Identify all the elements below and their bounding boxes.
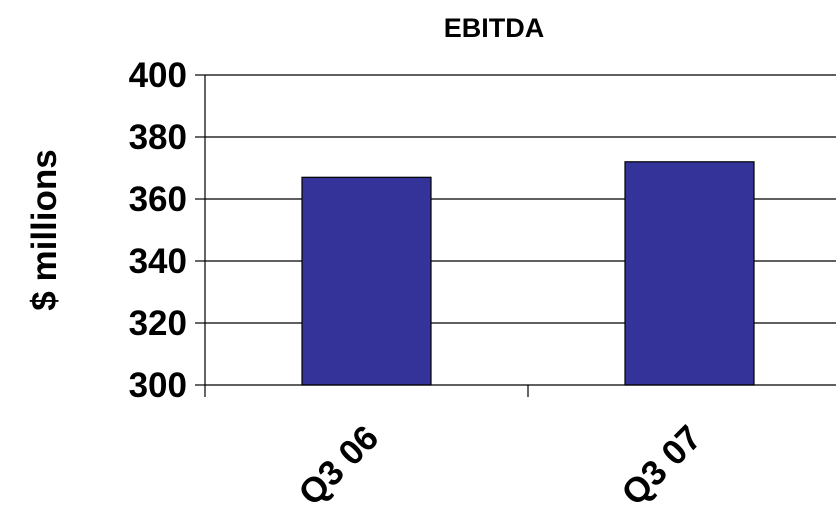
bar-q3-06 — [301, 176, 432, 386]
y-tick-label: 360 — [129, 180, 187, 219]
y-tick-label: 320 — [129, 304, 187, 343]
bar-q3-07 — [624, 161, 755, 386]
y-tick-label: 300 — [129, 366, 187, 405]
x-tick-labels: Q3 06 Q3 07 — [291, 418, 709, 513]
y-tick-label: 380 — [129, 118, 187, 157]
y-axis-label: $ millions — [25, 149, 64, 310]
y-tick-labels: 300 320 340 360 380 400 — [129, 56, 187, 405]
y-tick-label: 340 — [129, 242, 187, 281]
axes — [195, 74, 836, 397]
chart-title: EBITDA — [444, 13, 545, 43]
y-tick-label: 400 — [129, 56, 187, 95]
x-tick-label: Q3 06 — [291, 418, 386, 513]
bars — [301, 161, 755, 386]
x-tick-label: Q3 07 — [614, 418, 709, 513]
